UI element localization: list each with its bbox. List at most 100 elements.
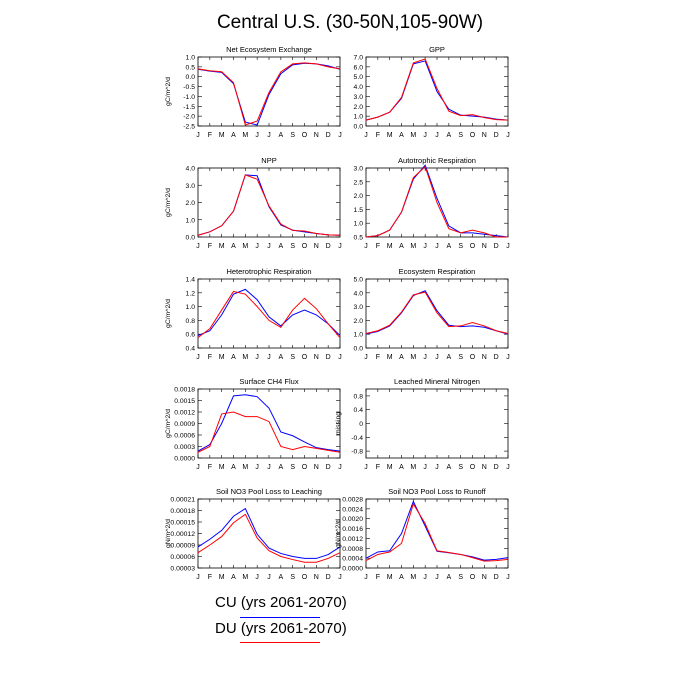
x-tick-label: F [208, 574, 212, 581]
y-tick-label: 4.0 [354, 290, 364, 297]
y-tick-label: 0.00003 [170, 566, 195, 573]
y-tick-label: 2.0 [186, 200, 196, 207]
panel-title: Heterotrophic Respiration [226, 267, 311, 276]
y-tick-label: -2.5 [183, 124, 195, 131]
x-tick-label: M [410, 574, 416, 581]
y-tick-label: 0.0004 [342, 556, 363, 563]
x-tick-label: A [278, 464, 283, 471]
series-line-cu [197, 394, 341, 452]
x-tick-label: J [267, 464, 271, 471]
x-tick-label: N [314, 354, 319, 361]
series-line-cu [365, 290, 509, 335]
y-tick-label: -2.0 [183, 114, 195, 121]
y-axis-label: gC/m^2/d [165, 409, 172, 438]
y-tick-label: 0.0015 [174, 398, 195, 405]
x-tick-label: M [387, 354, 393, 361]
x-tick-label: S [458, 574, 463, 581]
panel-title: Soil NO3 Pool Loss to Runoff [388, 487, 486, 496]
y-tick-label: 0.00006 [170, 554, 195, 561]
x-tick-label: J [196, 132, 200, 139]
x-tick-label: O [470, 243, 476, 250]
x-tick-label: J [423, 243, 427, 250]
x-tick-label: S [458, 243, 463, 250]
y-tick-label: 0.0008 [342, 546, 363, 553]
x-tick-label: J [255, 243, 259, 250]
x-tick-label: J [506, 354, 510, 361]
y-tick-label: 0.0020 [342, 516, 363, 523]
x-tick-label: A [231, 132, 236, 139]
y-tick-label: 1.0 [354, 221, 364, 228]
y-tick-label: 0.8 [354, 393, 364, 400]
y-tick-label: -0.4 [351, 435, 363, 442]
y-axis-label: gC/m^2/d [165, 299, 172, 328]
x-tick-label: F [376, 243, 380, 250]
x-tick-label: J [364, 132, 368, 139]
x-tick-label: J [435, 464, 439, 471]
x-tick-label: J [338, 464, 342, 471]
x-tick-label: D [326, 354, 331, 361]
x-tick-label: J [338, 132, 342, 139]
series-line-du [365, 165, 508, 238]
x-tick-label: O [302, 243, 308, 250]
x-tick-label: J [423, 464, 427, 471]
y-tick-label: 1.0 [354, 114, 364, 121]
x-tick-label: M [242, 243, 248, 250]
y-tick-label: 0.0006 [174, 433, 195, 440]
x-tick-label: J [267, 243, 271, 250]
x-tick-label: J [196, 354, 200, 361]
x-tick-label: F [208, 354, 212, 361]
y-tick-label: 0.0 [186, 74, 196, 81]
x-tick-label: S [290, 243, 295, 250]
x-tick-label: O [470, 132, 476, 139]
series-line-cu [197, 507, 341, 559]
x-tick-label: F [208, 464, 212, 471]
y-tick-label: 0.4 [186, 346, 196, 353]
x-tick-label: M [410, 354, 416, 361]
y-tick-label: 1.0 [186, 217, 196, 224]
panel-title: Surface CH4 Flux [239, 377, 298, 386]
x-tick-label: N [482, 354, 487, 361]
y-tick-label: 3.0 [186, 183, 196, 190]
series-line-cu [197, 62, 341, 126]
y-tick-label: 0.6 [186, 332, 196, 339]
x-tick-label: J [267, 574, 271, 581]
y-axis-label: missing [335, 412, 342, 435]
x-tick-label: S [290, 354, 295, 361]
y-tick-label: 5.0 [354, 277, 364, 284]
y-axis-label: gC/m^2/d [165, 77, 172, 106]
x-tick-label: A [446, 464, 451, 471]
y-tick-label: 1.2 [186, 290, 196, 297]
y-tick-label: 1.0 [186, 55, 196, 62]
y-tick-label: 0.0016 [342, 526, 363, 533]
plot-frame [365, 388, 509, 459]
x-tick-label: A [446, 574, 451, 581]
series-line-du [365, 502, 509, 562]
y-tick-label: 0.5 [186, 64, 196, 71]
x-tick-label: S [458, 132, 463, 139]
x-tick-label: O [302, 574, 308, 581]
x-tick-label: A [399, 464, 404, 471]
series-line-du [365, 58, 509, 121]
x-tick-label: F [208, 243, 212, 250]
y-tick-label: 0.0028 [342, 497, 363, 504]
y-tick-label: 0.00015 [170, 520, 195, 527]
x-tick-label: A [278, 574, 283, 581]
panel-title: Autotrophic Respiration [398, 156, 476, 165]
y-tick-label: 5.0 [354, 74, 364, 81]
y-tick-label: -0.8 [351, 449, 363, 456]
y-tick-label: -0.5 [183, 84, 195, 91]
y-tick-label: 0.5 [354, 235, 364, 242]
y-axis-label: gN/m^2/d [165, 519, 172, 548]
series-line-du [365, 291, 509, 334]
x-tick-label: J [435, 354, 439, 361]
x-tick-label: F [376, 574, 380, 581]
panel-title: Net Ecosystem Exchange [226, 45, 312, 54]
x-tick-label: M [219, 243, 225, 250]
x-tick-label: A [399, 574, 404, 581]
